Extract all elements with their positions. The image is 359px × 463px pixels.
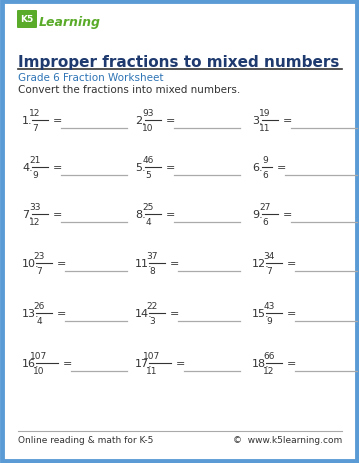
Text: 43: 43 — [263, 301, 275, 310]
Text: 33: 33 — [29, 202, 41, 212]
Text: K5: K5 — [20, 15, 34, 25]
Text: 18.: 18. — [252, 358, 270, 368]
Text: =: = — [283, 210, 292, 219]
Text: 14.: 14. — [135, 308, 153, 319]
Text: 11.: 11. — [135, 258, 153, 269]
Text: Convert the fractions into mixed numbers.: Convert the fractions into mixed numbers… — [18, 85, 240, 95]
Text: 12: 12 — [263, 366, 275, 375]
Text: =: = — [277, 163, 286, 173]
Text: 107: 107 — [143, 351, 160, 360]
Text: 4: 4 — [145, 218, 151, 226]
Text: 1.: 1. — [22, 116, 33, 126]
Text: Grade 6 Fraction Worksheet: Grade 6 Fraction Worksheet — [18, 73, 163, 83]
Text: =: = — [287, 308, 297, 319]
Text: 12: 12 — [29, 109, 41, 118]
Text: 15.: 15. — [252, 308, 270, 319]
Text: =: = — [287, 358, 297, 368]
Text: =: = — [166, 210, 176, 219]
Text: 93: 93 — [142, 109, 154, 118]
Text: 66: 66 — [263, 351, 275, 360]
Text: 6: 6 — [262, 171, 268, 180]
Text: 17.: 17. — [135, 358, 153, 368]
Text: 7: 7 — [32, 124, 38, 133]
Text: 26: 26 — [33, 301, 45, 310]
Text: 9: 9 — [266, 316, 272, 325]
Text: 16.: 16. — [22, 358, 39, 368]
Text: =: = — [57, 308, 66, 319]
Text: 23: 23 — [33, 251, 45, 260]
Text: 3: 3 — [149, 316, 155, 325]
Text: 7.: 7. — [22, 210, 33, 219]
Text: 7: 7 — [36, 266, 42, 275]
Text: 9: 9 — [262, 156, 268, 165]
Text: ©  www.k5learning.com: © www.k5learning.com — [233, 435, 342, 444]
Text: 7: 7 — [266, 266, 272, 275]
Text: 10: 10 — [33, 366, 45, 375]
Text: 21: 21 — [29, 156, 41, 165]
Text: Learning: Learning — [39, 16, 101, 29]
Text: Online reading & math for K-5: Online reading & math for K-5 — [18, 435, 153, 444]
Text: =: = — [287, 258, 297, 269]
Text: 10.: 10. — [22, 258, 39, 269]
Text: =: = — [166, 116, 176, 126]
Text: 107: 107 — [31, 351, 48, 360]
Text: 12: 12 — [29, 218, 41, 226]
FancyBboxPatch shape — [17, 11, 37, 29]
Text: 2.: 2. — [135, 116, 146, 126]
Text: 9: 9 — [32, 171, 38, 180]
Text: =: = — [166, 163, 176, 173]
Text: 5: 5 — [145, 171, 151, 180]
Text: 27: 27 — [259, 202, 271, 212]
Text: =: = — [176, 358, 185, 368]
Text: 8: 8 — [149, 266, 155, 275]
Text: 10: 10 — [142, 124, 154, 133]
Text: 11: 11 — [146, 366, 158, 375]
Text: =: = — [53, 116, 62, 126]
Text: 22: 22 — [146, 301, 158, 310]
Text: 11: 11 — [259, 124, 271, 133]
Text: 3.: 3. — [252, 116, 263, 126]
Text: 25: 25 — [142, 202, 154, 212]
Text: 8.: 8. — [135, 210, 146, 219]
Text: 12.: 12. — [252, 258, 270, 269]
Text: 37: 37 — [146, 251, 158, 260]
Text: =: = — [53, 210, 62, 219]
Text: =: = — [170, 308, 180, 319]
Text: 5.: 5. — [135, 163, 146, 173]
Text: =: = — [57, 258, 66, 269]
Text: 4: 4 — [36, 316, 42, 325]
Text: 13.: 13. — [22, 308, 39, 319]
Text: 6: 6 — [262, 218, 268, 226]
Text: 9.: 9. — [252, 210, 263, 219]
Text: 19: 19 — [259, 109, 271, 118]
Text: =: = — [283, 116, 292, 126]
Text: 34: 34 — [263, 251, 275, 260]
Text: =: = — [63, 358, 73, 368]
Text: 4.: 4. — [22, 163, 33, 173]
Text: =: = — [170, 258, 180, 269]
Text: 46: 46 — [142, 156, 154, 165]
Text: Improper fractions to mixed numbers: Improper fractions to mixed numbers — [18, 55, 339, 70]
Text: 6.: 6. — [252, 163, 263, 173]
Text: =: = — [53, 163, 62, 173]
